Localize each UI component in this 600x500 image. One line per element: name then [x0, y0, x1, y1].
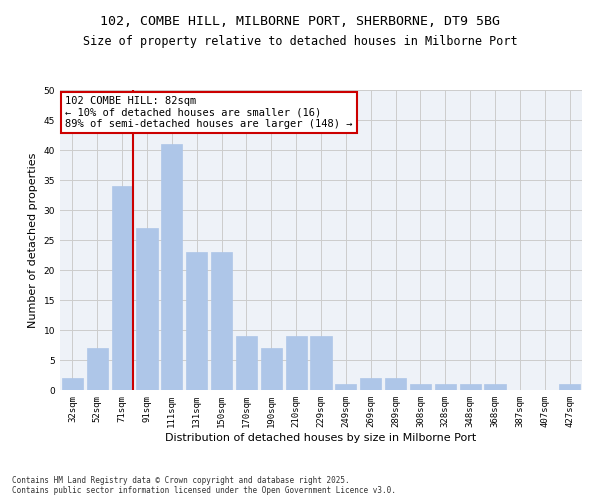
Bar [360, 378, 381, 390]
Bar [112, 186, 133, 390]
Bar [62, 378, 83, 390]
Bar [335, 384, 356, 390]
Text: 102 COMBE HILL: 82sqm
← 10% of detached houses are smaller (16)
89% of semi-deta: 102 COMBE HILL: 82sqm ← 10% of detached … [65, 96, 353, 129]
Bar [460, 384, 481, 390]
Text: Contains HM Land Registry data © Crown copyright and database right 2025.
Contai: Contains HM Land Registry data © Crown c… [12, 476, 396, 495]
Bar [211, 252, 232, 390]
Text: 102, COMBE HILL, MILBORNE PORT, SHERBORNE, DT9 5BG: 102, COMBE HILL, MILBORNE PORT, SHERBORN… [100, 15, 500, 28]
Bar [161, 144, 182, 390]
Text: Size of property relative to detached houses in Milborne Port: Size of property relative to detached ho… [83, 35, 517, 48]
Bar [559, 384, 580, 390]
Y-axis label: Number of detached properties: Number of detached properties [28, 152, 38, 328]
Bar [87, 348, 108, 390]
Bar [186, 252, 207, 390]
Bar [484, 384, 506, 390]
Bar [385, 378, 406, 390]
X-axis label: Distribution of detached houses by size in Milborne Port: Distribution of detached houses by size … [166, 432, 476, 442]
Bar [310, 336, 332, 390]
Bar [136, 228, 158, 390]
Bar [410, 384, 431, 390]
Bar [261, 348, 282, 390]
Bar [236, 336, 257, 390]
Bar [286, 336, 307, 390]
Bar [435, 384, 456, 390]
